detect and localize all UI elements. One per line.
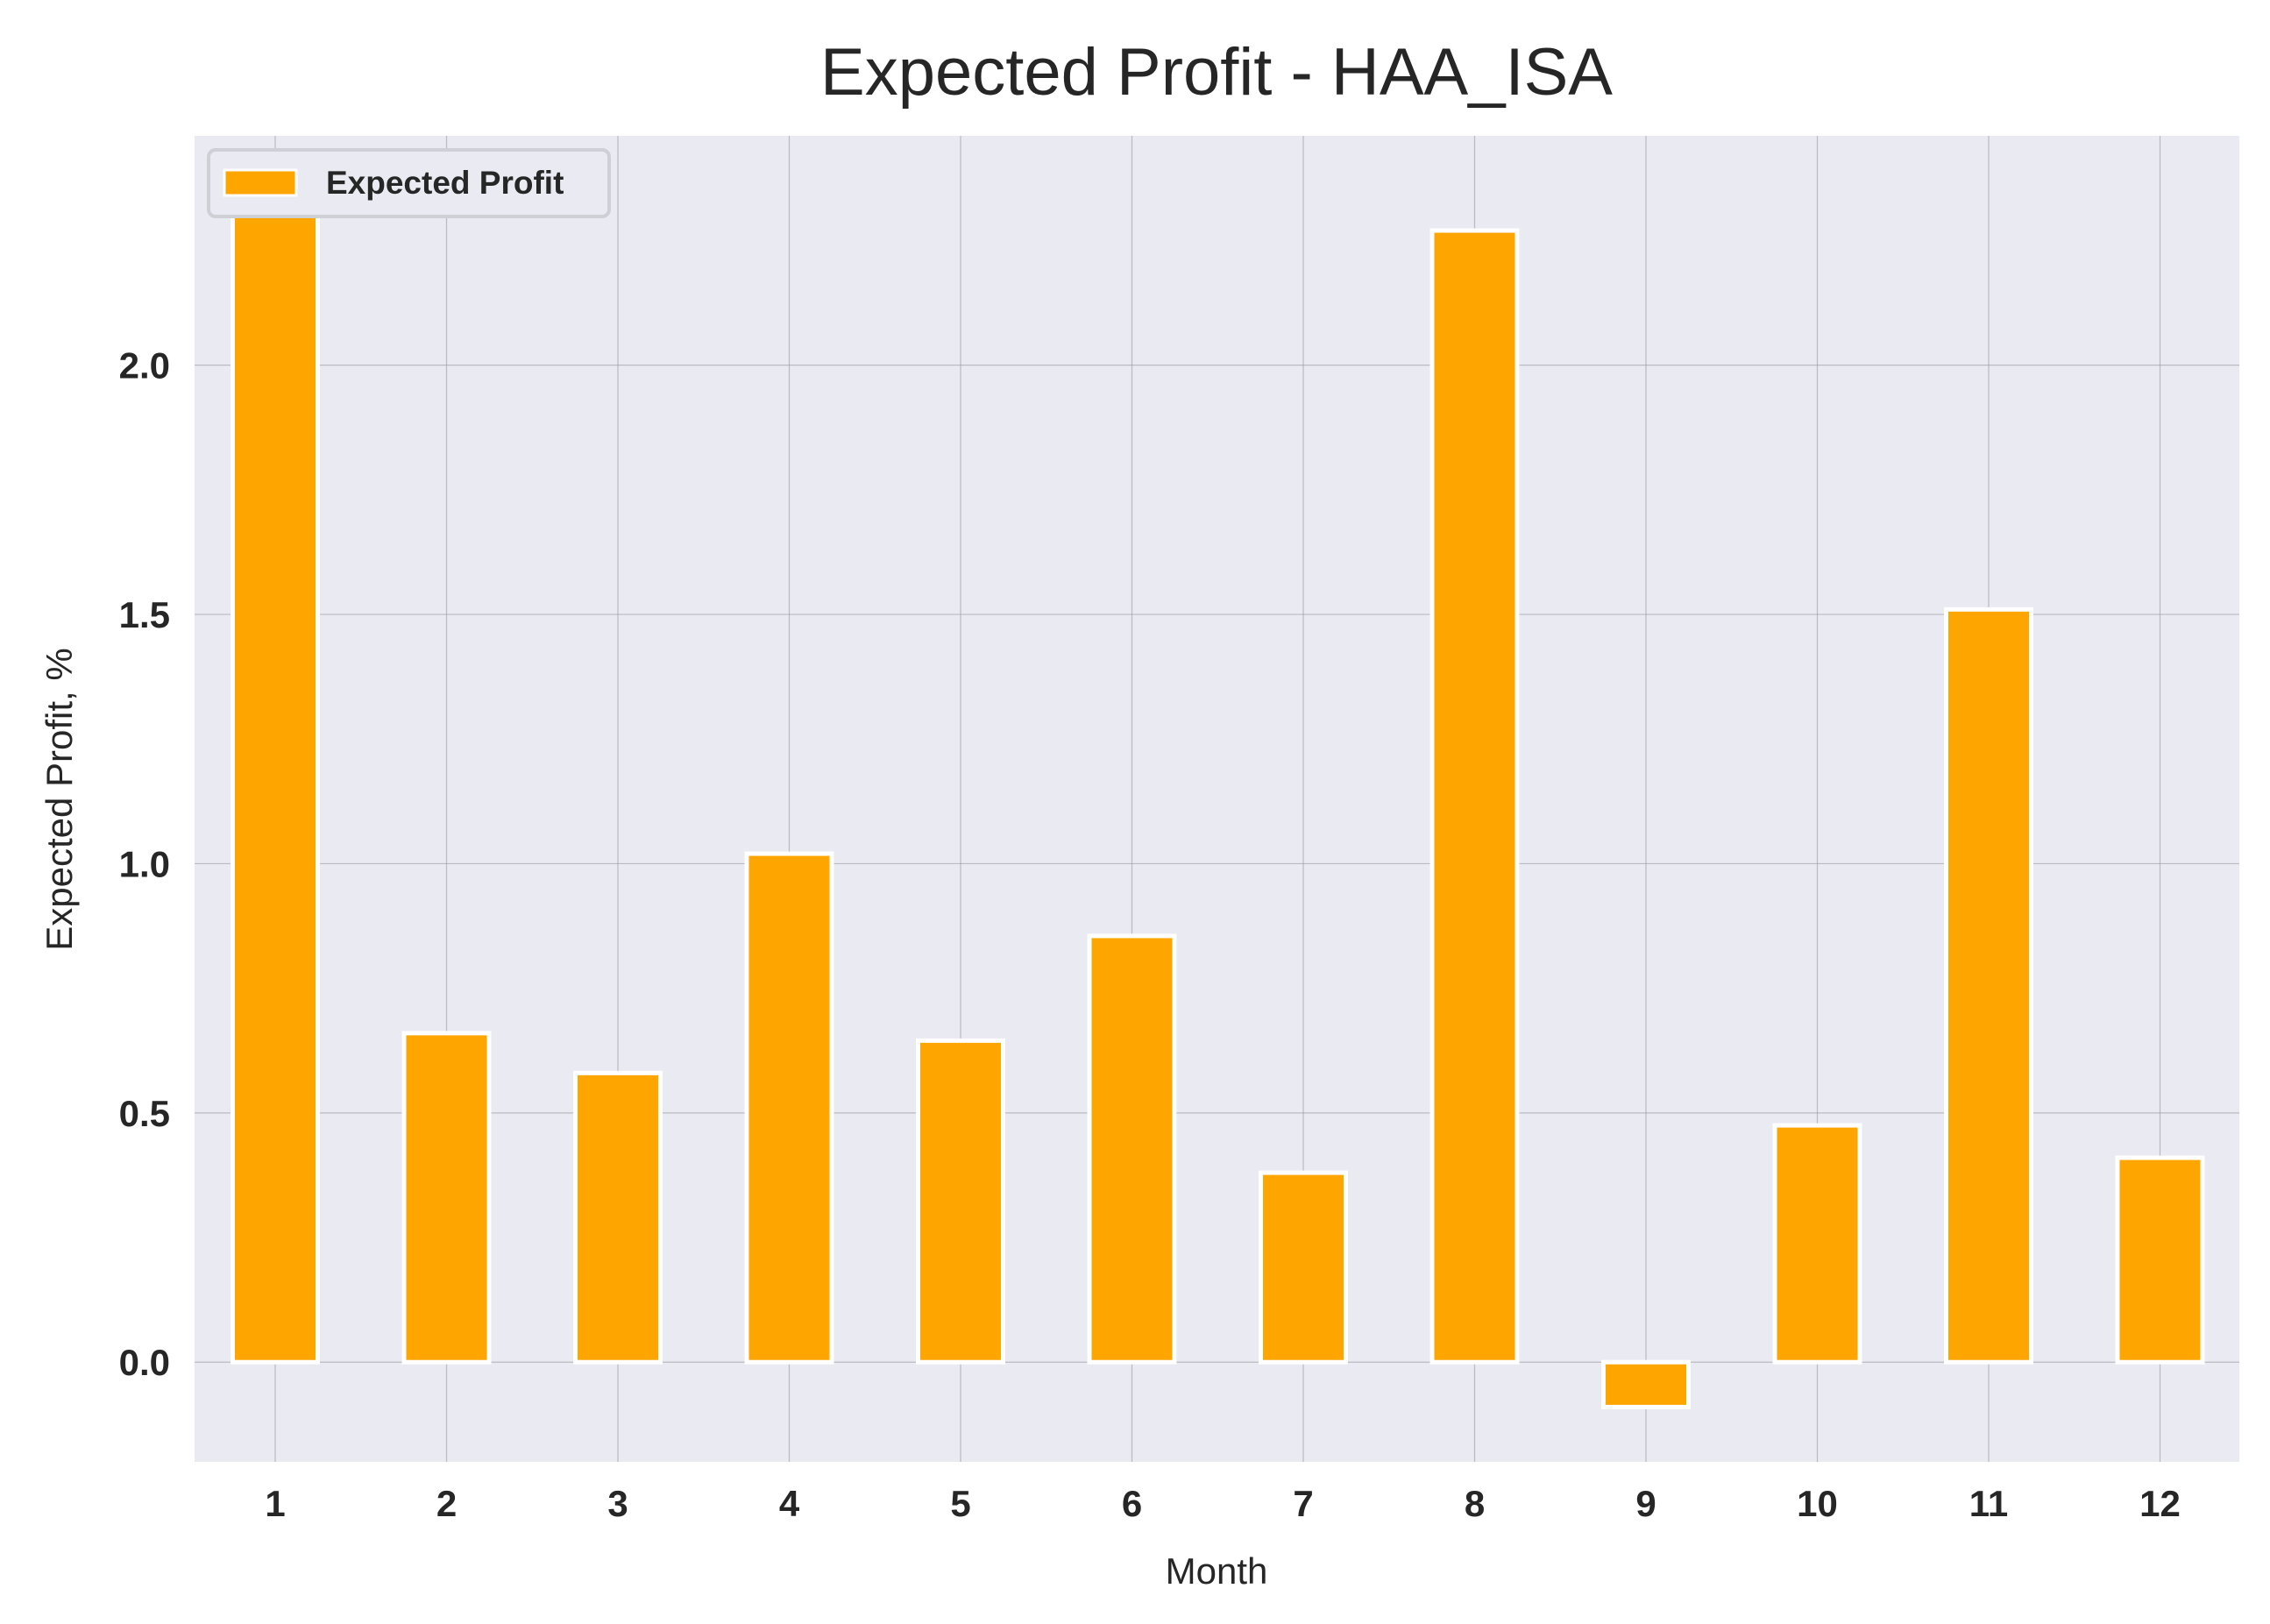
x-tick-label: 2 bbox=[436, 1483, 457, 1524]
bar-month-1 bbox=[231, 178, 320, 1365]
y-tick-label: 1.0 bbox=[119, 843, 170, 884]
x-axis-label: Month bbox=[1166, 1550, 1268, 1592]
y-axis-label: Expected Profit, % bbox=[39, 648, 80, 951]
x-tick-label: 5 bbox=[950, 1483, 970, 1524]
x-tick-label: 1 bbox=[265, 1483, 285, 1524]
x-tick-labels: 1 2 3 4 5 6 7 8 9 10 11 12 bbox=[265, 1483, 2181, 1524]
bar-month-9 bbox=[1601, 1359, 1691, 1409]
x-tick-label: 11 bbox=[1969, 1483, 2008, 1524]
x-tick-label: 8 bbox=[1465, 1483, 1485, 1524]
y-tick-label: 1.5 bbox=[119, 594, 170, 635]
y-tick-label: 0.5 bbox=[119, 1093, 170, 1134]
plot-area bbox=[195, 136, 2239, 1462]
x-tick-label: 9 bbox=[1635, 1483, 1656, 1524]
y-tick-label: 0.0 bbox=[119, 1342, 170, 1383]
x-tick-label: 3 bbox=[607, 1483, 628, 1524]
bars bbox=[231, 178, 2205, 1409]
legend: Expected Profit bbox=[207, 148, 611, 218]
chart-title: Expected Profit - HAA_ISA bbox=[820, 35, 1613, 110]
legend-label: Expected Profit bbox=[326, 165, 564, 201]
x-tick-label: 12 bbox=[2139, 1483, 2181, 1524]
bar-month-12 bbox=[2115, 1155, 2205, 1365]
y-tick-labels: 0.0 0.5 1.0 1.5 2.0 bbox=[119, 345, 170, 1384]
bar-month-4 bbox=[744, 851, 834, 1365]
x-tick-label: 10 bbox=[1797, 1483, 1838, 1524]
bar-month-11 bbox=[1944, 606, 2033, 1365]
bar-month-8 bbox=[1429, 228, 1520, 1365]
bar-month-7 bbox=[1259, 1170, 1348, 1365]
legend-box bbox=[207, 148, 611, 218]
bar-month-3 bbox=[573, 1070, 663, 1365]
bar-month-5 bbox=[916, 1038, 1005, 1365]
x-tick-label: 6 bbox=[1122, 1483, 1142, 1524]
bar-month-2 bbox=[401, 1031, 492, 1365]
x-tick-label: 4 bbox=[779, 1483, 800, 1524]
legend-swatch bbox=[223, 168, 298, 197]
bar-month-10 bbox=[1772, 1123, 1862, 1365]
x-tick-label: 7 bbox=[1293, 1483, 1313, 1524]
y-tick-label: 2.0 bbox=[119, 345, 170, 386]
bar-month-6 bbox=[1087, 933, 1177, 1365]
